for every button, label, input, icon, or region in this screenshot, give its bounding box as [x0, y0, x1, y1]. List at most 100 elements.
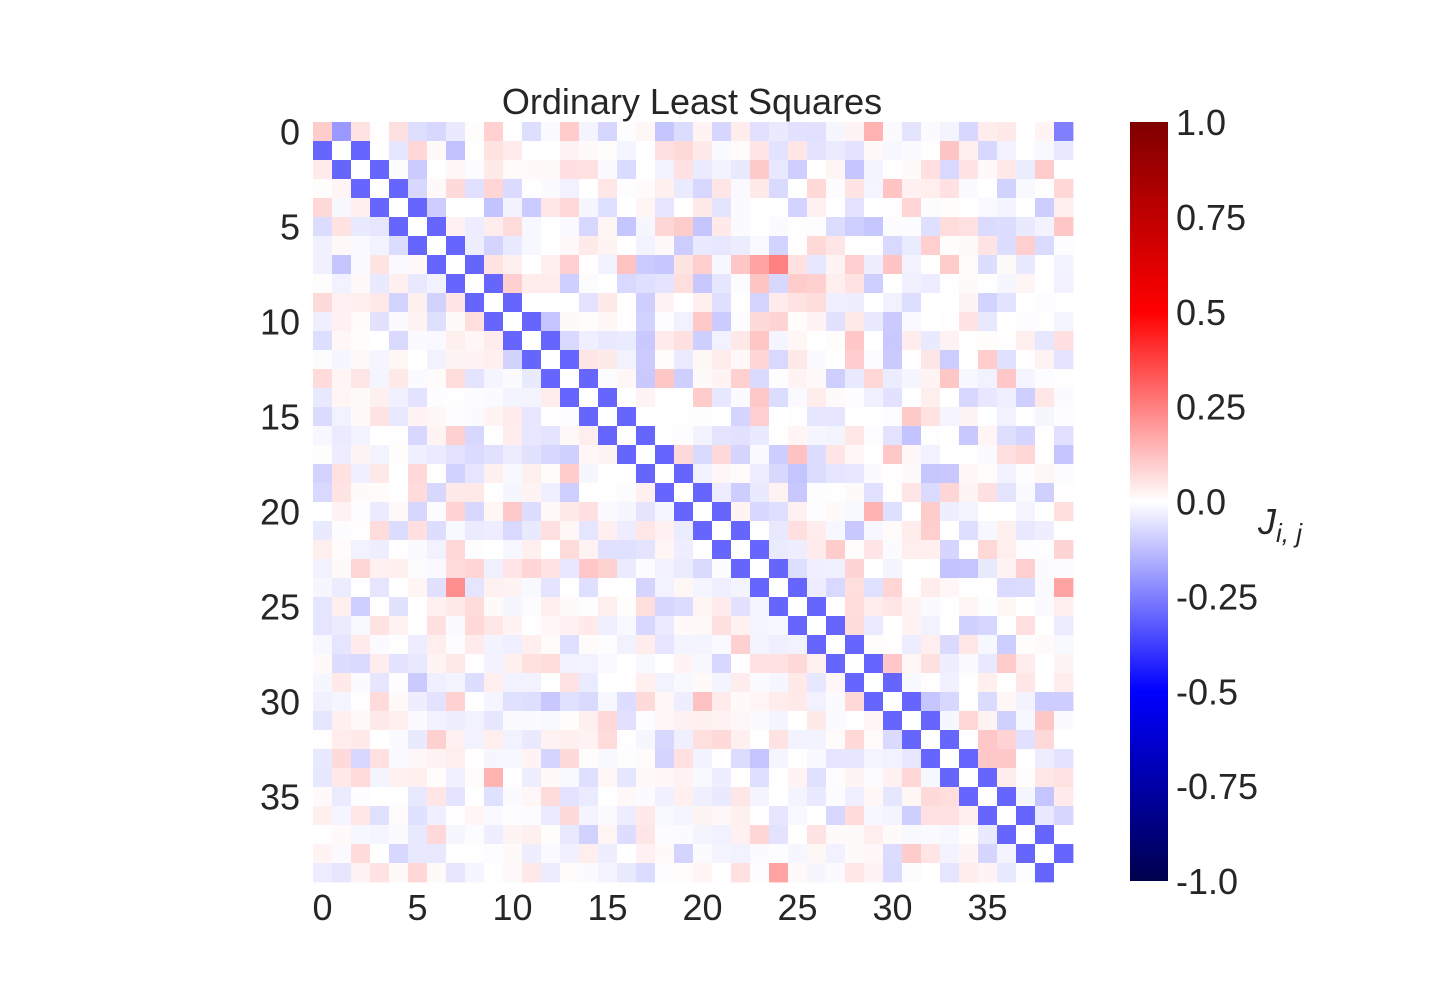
heatmap-cell [1035, 122, 1055, 142]
heatmap-cell [902, 445, 922, 465]
heatmap-cell [427, 825, 447, 845]
heatmap-cell [617, 236, 637, 256]
heatmap-cell [826, 198, 846, 218]
heatmap-cell [864, 464, 884, 484]
heatmap-cell [959, 825, 979, 845]
heatmap-cell [845, 445, 865, 465]
heatmap-cell [313, 141, 333, 161]
heatmap-cell [503, 502, 523, 522]
heatmap-cell [864, 616, 884, 636]
heatmap-cell [617, 863, 637, 883]
heatmap-cell [370, 578, 390, 598]
heatmap-cell [674, 768, 694, 788]
heatmap-cell [313, 122, 333, 142]
heatmap-cell [826, 255, 846, 275]
heatmap-cell [560, 312, 580, 332]
heatmap-cell [845, 388, 865, 408]
heatmap-cell [940, 616, 960, 636]
heatmap-cell [465, 369, 485, 389]
heatmap-cell [807, 255, 827, 275]
heatmap-cell [902, 521, 922, 541]
heatmap-cell [845, 293, 865, 313]
heatmap-cell [465, 122, 485, 142]
colorbar-tick-label: 0.5 [1176, 292, 1226, 333]
heatmap-cell [389, 806, 409, 826]
heatmap-cell [1016, 540, 1036, 560]
heatmap-cell [826, 635, 846, 655]
heatmap-cell [617, 274, 637, 294]
heatmap-cell [940, 692, 960, 712]
heatmap-cell [788, 635, 808, 655]
heatmap-cell [427, 464, 447, 484]
heatmap-cell [674, 198, 694, 218]
heatmap-cell [389, 160, 409, 180]
heatmap-cell [693, 578, 713, 598]
heatmap-cell [769, 141, 789, 161]
heatmap-cell [978, 863, 998, 883]
heatmap-cell [997, 141, 1017, 161]
heatmap-cell [864, 654, 884, 674]
heatmap-cell [940, 559, 960, 579]
heatmap-cell [902, 236, 922, 256]
heatmap-cell [845, 787, 865, 807]
heatmap-cell [978, 844, 998, 864]
heatmap-cell [750, 768, 770, 788]
heatmap-cell [674, 122, 694, 142]
heatmap-cell [332, 293, 352, 313]
heatmap-cell [807, 540, 827, 560]
heatmap-cell [693, 369, 713, 389]
heatmap-cell [484, 654, 504, 674]
heatmap-cell [978, 711, 998, 731]
heatmap-cell [731, 293, 751, 313]
heatmap-cell [1054, 673, 1074, 693]
heatmap-cell [655, 369, 675, 389]
heatmap-cell [484, 825, 504, 845]
heatmap-cell [883, 521, 903, 541]
heatmap-cell [731, 274, 751, 294]
heatmap-cell [332, 350, 352, 370]
heatmap-cell [522, 730, 542, 750]
heatmap-cell [408, 293, 428, 313]
heatmap-cell [370, 141, 390, 161]
heatmap-cell [446, 806, 466, 826]
colorbar-tick-label: -0.75 [1176, 766, 1258, 807]
heatmap-cell [997, 787, 1017, 807]
heatmap-cell [693, 198, 713, 218]
heatmap-cell [845, 217, 865, 237]
heatmap-cell [503, 806, 523, 826]
heatmap-cell [712, 673, 732, 693]
heatmap-cell [636, 806, 656, 826]
heatmap-cell [332, 217, 352, 237]
heatmap-cell [731, 863, 751, 883]
heatmap-cell [503, 331, 523, 351]
heatmap-cell [351, 692, 371, 712]
heatmap-cell [902, 369, 922, 389]
heatmap-cell [503, 768, 523, 788]
heatmap-cell [788, 692, 808, 712]
heatmap-cell [902, 141, 922, 161]
heatmap-cell [636, 711, 656, 731]
heatmap-cell [750, 293, 770, 313]
heatmap-cell [389, 179, 409, 199]
heatmap-cell [313, 787, 333, 807]
heatmap-cell [731, 692, 751, 712]
heatmap-cell [617, 502, 637, 522]
heatmap-cell [712, 293, 732, 313]
heatmap-cell [313, 312, 333, 332]
heatmap-cell [959, 369, 979, 389]
heatmap-cell [503, 312, 523, 332]
heatmap-cell [883, 122, 903, 142]
heatmap-cell [332, 521, 352, 541]
heatmap-cell [351, 293, 371, 313]
heatmap-cell [826, 445, 846, 465]
heatmap-cell [484, 673, 504, 693]
heatmap-cell [598, 692, 618, 712]
heatmap-cell [845, 274, 865, 294]
heatmap-cell [731, 255, 751, 275]
heatmap-cell [484, 464, 504, 484]
heatmap-cell [389, 616, 409, 636]
heatmap-cell [313, 559, 333, 579]
heatmap-cell [465, 407, 485, 427]
heatmap-cell [370, 787, 390, 807]
